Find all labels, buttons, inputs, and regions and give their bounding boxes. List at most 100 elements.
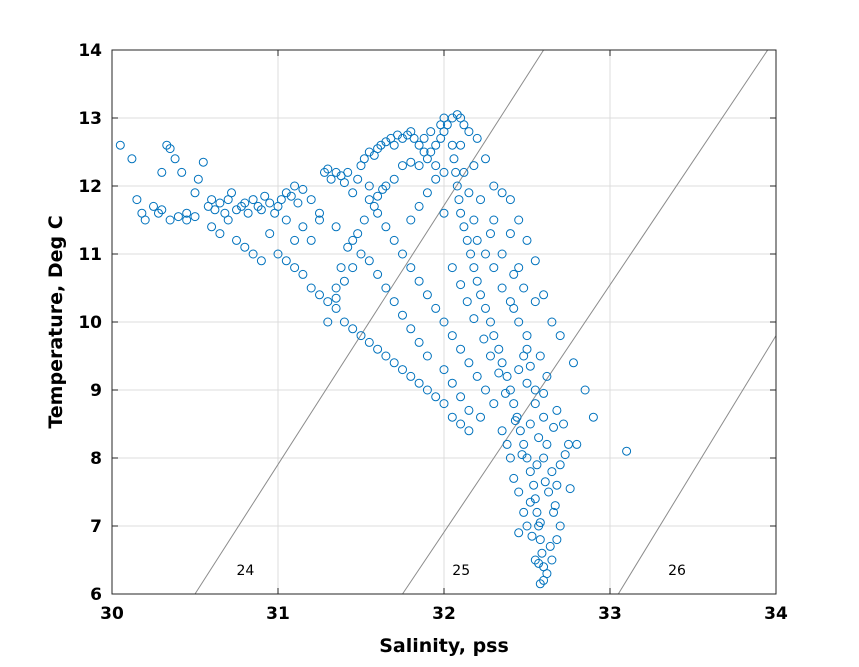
data-point (565, 484, 575, 494)
data-point (519, 439, 529, 449)
data-point (502, 439, 512, 449)
data-point (286, 191, 296, 201)
data-point (436, 120, 446, 130)
data-point (447, 263, 457, 273)
data-point (348, 188, 358, 198)
x-tick-label: 34 (764, 604, 788, 624)
data-point (515, 426, 525, 436)
data-point (497, 249, 507, 259)
data-point (422, 188, 432, 198)
data-point (406, 263, 416, 273)
data-point (348, 235, 358, 245)
data-point (182, 215, 192, 225)
data-point (439, 365, 449, 375)
data-point (452, 181, 462, 191)
data-point (464, 358, 474, 368)
density-contours: 24 25 26 (194, 49, 777, 595)
data-point (339, 276, 349, 286)
data-point (514, 215, 524, 225)
data-point (456, 208, 466, 218)
data-point (331, 303, 341, 313)
data-point (276, 195, 286, 205)
data-point (514, 263, 524, 273)
data-point (476, 412, 486, 422)
data-point (588, 412, 598, 422)
data-point (476, 195, 486, 205)
density-contour-label: 24 (237, 563, 255, 579)
data-point (439, 399, 449, 409)
data-point (339, 317, 349, 327)
data-point (343, 167, 353, 177)
data-point (469, 161, 479, 171)
data-point (406, 324, 416, 334)
data-point (115, 140, 125, 150)
data-point (389, 174, 399, 184)
data-point (500, 388, 510, 398)
data-point (240, 198, 250, 208)
data-point (509, 399, 519, 409)
data-point (530, 256, 540, 266)
data-point (331, 283, 341, 293)
data-point (381, 137, 391, 147)
data-point (393, 130, 403, 140)
data-point (464, 405, 474, 415)
data-point (550, 501, 560, 511)
data-point (290, 181, 300, 191)
data-point (298, 269, 308, 279)
data-point (469, 314, 479, 324)
y-tick-label: 8 (90, 449, 102, 469)
data-point (539, 412, 549, 422)
data-point (479, 334, 489, 344)
data-point (549, 507, 559, 517)
data-point (497, 283, 507, 293)
data-point (456, 280, 466, 290)
data-point (517, 450, 527, 460)
data-point (505, 195, 515, 205)
data-point (359, 154, 369, 164)
x-tick-label: 31 (266, 604, 290, 624)
data-point (525, 497, 535, 507)
data-point (489, 181, 499, 191)
data-point (256, 205, 266, 215)
data-point (132, 195, 142, 205)
data-point (348, 263, 358, 273)
data-point (431, 140, 441, 150)
data-point (522, 331, 532, 341)
data-point (519, 283, 529, 293)
data-point (381, 181, 391, 191)
data-point (489, 215, 499, 225)
data-point (522, 235, 532, 245)
data-point (389, 235, 399, 245)
data-point (298, 184, 308, 194)
density-contour-label: 26 (668, 563, 686, 579)
data-point (449, 154, 459, 164)
data-point (542, 569, 552, 579)
data-point (265, 229, 275, 239)
data-point (431, 392, 441, 402)
data-point (248, 249, 258, 259)
data-point (198, 157, 208, 167)
y-tick-label: 13 (78, 109, 102, 129)
data-point (373, 344, 383, 354)
data-point (535, 518, 545, 528)
data-point (568, 358, 578, 368)
data-point (525, 361, 535, 371)
data-point (514, 487, 524, 497)
data-point (364, 256, 374, 266)
data-point (459, 167, 469, 177)
data-point (497, 426, 507, 436)
x-axis-label: Salinity, pss (379, 635, 509, 657)
data-point (173, 212, 183, 222)
data-point (537, 548, 547, 558)
data-point (509, 269, 519, 279)
data-point (149, 201, 158, 211)
data-point (525, 467, 535, 477)
data-point (534, 433, 544, 443)
data-point (165, 215, 175, 225)
data-point (529, 480, 539, 490)
data-point (419, 133, 429, 143)
data-point (456, 392, 466, 402)
data-point (494, 368, 504, 378)
data-point (439, 208, 449, 218)
data-point (459, 222, 469, 232)
